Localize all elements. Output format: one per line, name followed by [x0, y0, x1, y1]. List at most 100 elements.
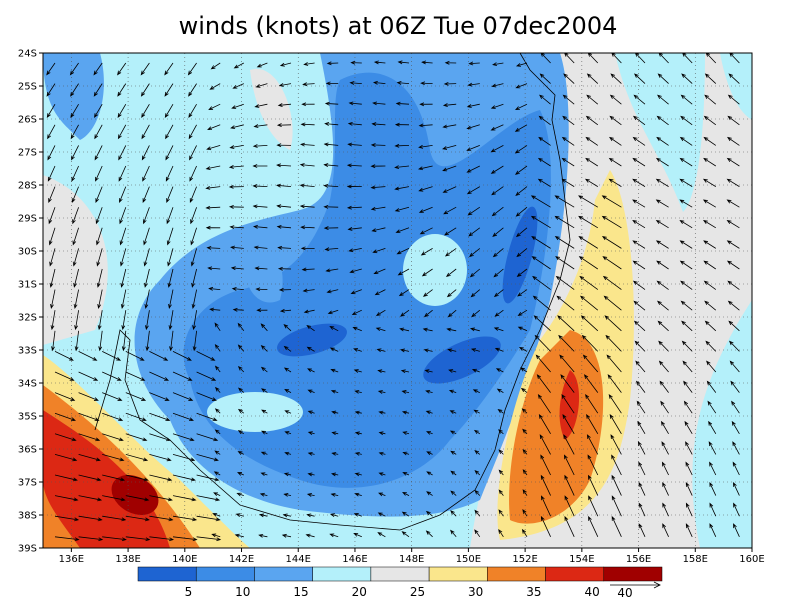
wind-arrow	[709, 523, 717, 537]
wind-arrow	[46, 62, 56, 76]
wind-arrow	[495, 368, 504, 373]
wind-arrow	[302, 288, 315, 293]
colorbar-box	[195, 566, 255, 582]
wind-arrow	[471, 368, 480, 373]
wind-arrow	[535, 354, 551, 373]
wind-arrow	[299, 204, 315, 209]
wind-arrow	[348, 101, 362, 106]
wind-arrow	[444, 248, 457, 257]
wind-arrow	[634, 73, 646, 84]
wind-arrow	[498, 449, 504, 455]
wind-arrow	[522, 489, 528, 496]
wind-arrow	[471, 348, 480, 352]
wind-arrow	[73, 289, 79, 310]
wind-arrow	[679, 136, 693, 146]
wind-arrow	[660, 420, 669, 435]
wind-arrow	[561, 178, 575, 187]
y-tick-label: 27S	[18, 148, 37, 159]
wind-arrow	[352, 326, 362, 332]
wind-arrow	[394, 165, 410, 170]
wind-arrow	[401, 511, 410, 517]
wind-arrow	[399, 309, 410, 317]
wind-arrow	[188, 83, 197, 97]
wind-arrow	[469, 327, 480, 332]
wind-arrow	[196, 392, 217, 401]
wind-arrow	[681, 340, 693, 352]
wind-arrow	[683, 400, 693, 414]
wind-arrow	[354, 451, 362, 456]
wind-arrow	[555, 275, 575, 290]
wind-arrow	[658, 360, 669, 373]
wind-arrow	[586, 413, 599, 435]
wind-arrow	[733, 481, 740, 496]
wind-arrow	[470, 289, 481, 298]
wind-arrow	[537, 394, 551, 414]
wind-arrow	[426, 451, 433, 456]
wind-arrow	[730, 380, 740, 393]
wind-arrow	[531, 256, 551, 270]
wind-arrow	[450, 490, 457, 496]
wind-arrow	[564, 495, 575, 517]
wind-arrow	[473, 429, 481, 435]
wind-arrow	[682, 53, 693, 64]
wind-arrow	[726, 219, 740, 229]
wind-arrow	[47, 165, 56, 182]
wind-arrow	[353, 513, 362, 517]
wind-arrow	[727, 136, 740, 146]
wind-arrow	[323, 163, 339, 167]
wind-arrow	[539, 434, 551, 455]
wind-arrow	[422, 327, 433, 332]
x-tick-label: 144E	[286, 554, 311, 565]
y-tick-label: 35S	[18, 412, 37, 423]
wind-arrow	[490, 124, 504, 131]
wind-arrow	[78, 454, 101, 462]
wind-arrow	[497, 408, 504, 414]
wind-arrow	[377, 512, 386, 517]
wind-arrow	[70, 103, 79, 119]
wind-arrow	[681, 73, 693, 84]
wind-arrow	[96, 227, 103, 246]
wind-arrow	[71, 165, 79, 182]
wind-arrow	[375, 309, 386, 316]
wind-arrow	[588, 515, 599, 537]
wind-arrow	[354, 472, 362, 477]
wind-arrow	[168, 289, 174, 310]
wind-arrow	[396, 80, 410, 85]
wind-arrow	[149, 474, 173, 482]
wind-arrow	[208, 103, 221, 110]
wind-arrow	[254, 266, 268, 271]
wind-arrow	[704, 73, 717, 84]
wind-arrow	[189, 186, 197, 204]
wind-arrow	[449, 430, 457, 435]
wind-arrow	[490, 165, 504, 174]
wind-arrow	[229, 145, 244, 149]
wind-arrow	[537, 157, 551, 167]
wind-arrow	[446, 289, 457, 298]
wind-arrow	[260, 451, 268, 456]
wind-arrow	[97, 289, 103, 310]
wind-arrow	[78, 351, 98, 361]
wind-arrow	[260, 366, 268, 373]
wind-arrow	[214, 408, 221, 414]
wind-arrow	[370, 164, 386, 169]
wind-arrow	[518, 347, 528, 352]
wind-arrow	[187, 62, 197, 76]
wind-arrow	[728, 340, 740, 352]
wind-arrow	[608, 157, 622, 167]
wind-arrow	[284, 431, 292, 435]
wind-arrow	[491, 186, 504, 196]
wind-arrow	[378, 492, 386, 497]
wind-arrow	[402, 472, 410, 476]
wind-arrow	[657, 73, 669, 84]
wind-arrow	[165, 165, 174, 182]
wind-arrow	[78, 412, 100, 422]
wind-arrow	[522, 448, 528, 455]
wind-arrow	[323, 226, 339, 230]
wind-arrow	[467, 82, 480, 87]
wind-arrow	[610, 73, 622, 84]
wind-arrow	[685, 481, 693, 496]
wind-arrow	[164, 83, 174, 97]
wind-arrow	[278, 287, 292, 292]
wind-arrow	[377, 532, 386, 538]
wind-arrow	[609, 94, 622, 105]
